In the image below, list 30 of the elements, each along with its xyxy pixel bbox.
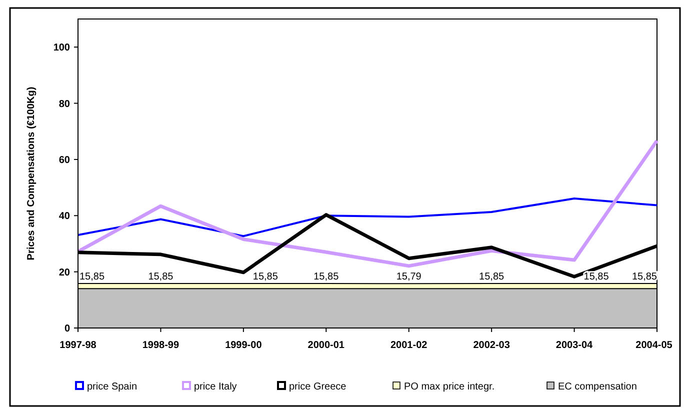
x-tick-label: 1997-98: [60, 340, 97, 351]
legend-label: PO max price integr.: [404, 382, 495, 392]
y-tick-label: 100: [53, 42, 70, 54]
legend-label: EC compensation: [558, 382, 637, 392]
x-tick-label: 1999-00: [225, 340, 262, 351]
data-label: 15,85: [314, 271, 340, 282]
legend-label: price Spain: [87, 382, 138, 392]
y-tick-label: 20: [58, 267, 70, 278]
x-tick-label: 2004-05: [636, 340, 673, 351]
line-series: [76, 138, 659, 268]
data-label: 15,85: [632, 271, 658, 282]
x-tick-label: 2003-04: [556, 340, 594, 351]
data-label: 15,85: [584, 271, 610, 282]
data-label: 15,85: [79, 271, 105, 282]
legend-label: price Italy: [194, 382, 237, 392]
x-tick-label: 2001-02: [390, 340, 428, 351]
x-tick-label: 2002-03: [473, 340, 510, 351]
line-series: [77, 198, 658, 238]
data-label: 15,79: [396, 272, 422, 283]
x-tick-label: 1998-99: [142, 340, 180, 351]
data-label: 15,85: [252, 271, 278, 282]
legend-label: price Greece: [289, 382, 347, 392]
y-tick-label: 40: [58, 211, 70, 222]
data-label: 15,85: [479, 271, 505, 282]
y-tick-label: 60: [58, 154, 70, 166]
y-tick-label: 0: [64, 324, 70, 334]
x-tick-label: 2000-01: [308, 340, 345, 351]
y-axis-title: Prices and Compensations (€100Kg): [26, 86, 37, 260]
y-tick-label: 80: [58, 98, 70, 110]
data-label: 15,85: [148, 271, 174, 282]
